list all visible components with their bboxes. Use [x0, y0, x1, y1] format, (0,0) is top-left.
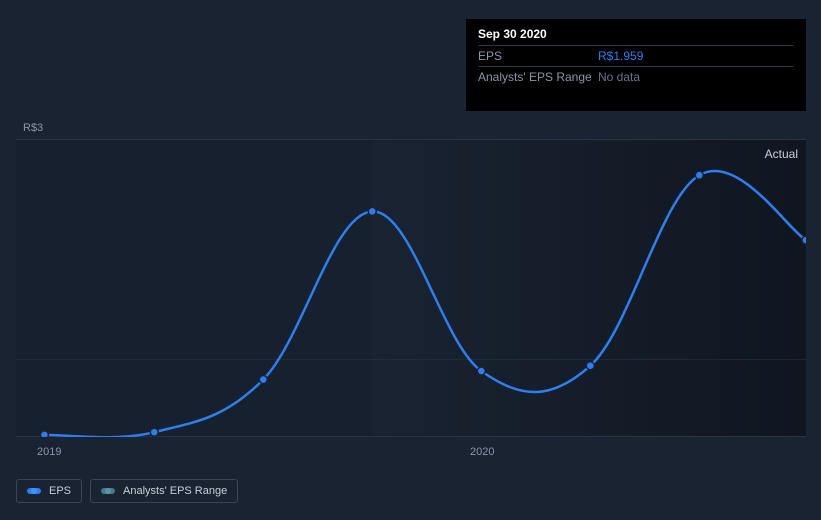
eps-chart[interactable]: Actual [16, 139, 806, 437]
tooltip-row: EPS R$1.959 [478, 45, 794, 66]
legend-swatch [27, 488, 41, 494]
chart-legend: EPS Analysts' EPS Range [16, 479, 238, 503]
legend-item-analysts-range[interactable]: Analysts' EPS Range [90, 479, 238, 503]
tooltip-row-value: R$1.959 [598, 49, 643, 63]
tooltip-row-label: EPS [478, 49, 598, 63]
y-axis-label-top: R$3 [23, 122, 43, 134]
chart-svg [16, 139, 806, 437]
legend-item-label: EPS [49, 485, 71, 497]
chart-tooltip: Sep 30 2020 EPS R$1.959 Analysts' EPS Ra… [466, 19, 806, 111]
legend-item-label: Analysts' EPS Range [123, 485, 227, 497]
tooltip-date: Sep 30 2020 [478, 27, 794, 45]
tooltip-row: Analysts' EPS Range No data [478, 66, 794, 87]
x-axis-label-2020: 2020 [470, 446, 494, 458]
legend-item-eps[interactable]: EPS [16, 479, 82, 503]
tooltip-row-label: Analysts' EPS Range [478, 70, 598, 84]
legend-swatch [101, 488, 115, 494]
tooltip-row-value: No data [598, 70, 640, 84]
actual-label: Actual [765, 147, 798, 161]
x-axis-label-2019: 2019 [37, 446, 61, 458]
